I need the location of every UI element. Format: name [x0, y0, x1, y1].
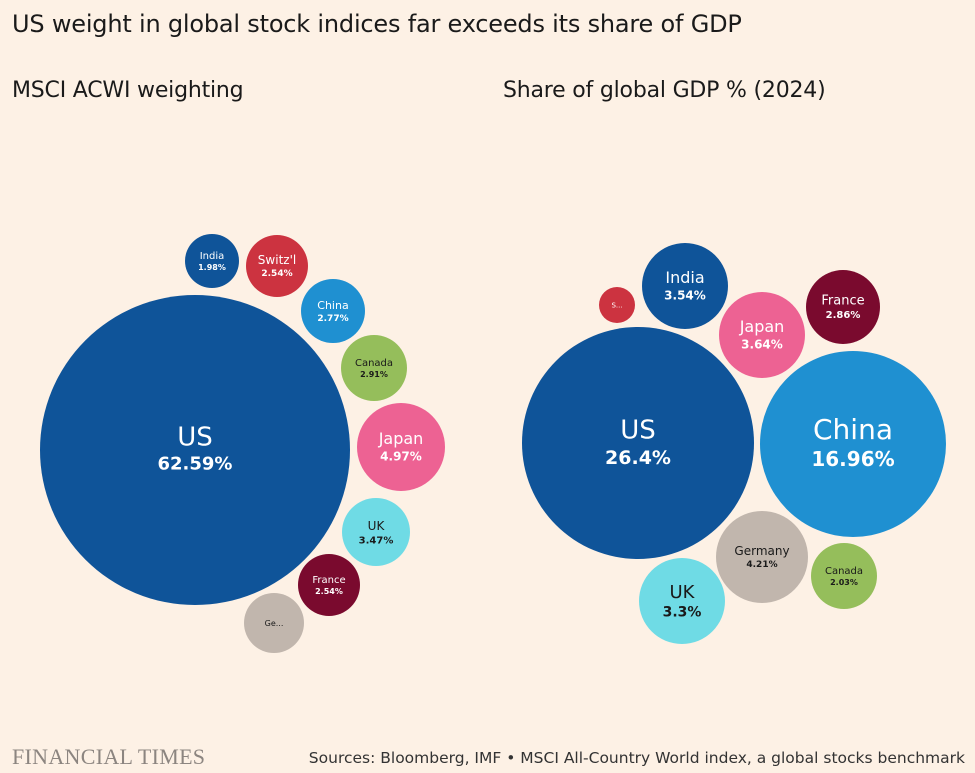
gdp-germany-bubble: [716, 511, 808, 603]
acwi-canada-label: Canada: [355, 358, 393, 369]
acwi-china-bubble: [301, 279, 365, 343]
gdp-uk-label: UK: [670, 582, 696, 603]
gdp-canada-value-label: 2.03%: [830, 578, 858, 587]
gdp-s-bubble: [599, 287, 635, 323]
gdp-japan-bubble: [719, 292, 805, 378]
acwi-ge-label: Ge...: [265, 619, 284, 628]
gdp-canada-label: Canada: [825, 566, 863, 577]
gdp-uk-value-label: 3.3%: [663, 605, 702, 621]
chart-title: US weight in global stock indices far ex…: [12, 10, 742, 38]
gdp-china-bubble: [760, 351, 946, 537]
gdp-uk-bubble: [639, 558, 725, 644]
acwi-japan-bubble: [357, 403, 445, 491]
gdp-india-label: India: [665, 268, 704, 287]
acwi-uk-bubble: [342, 498, 410, 566]
acwi-india-value-label: 1.98%: [198, 263, 226, 272]
acwi-switzl-value-label: 2.54%: [261, 269, 292, 279]
gdp-japan-value-label: 3.64%: [741, 337, 783, 351]
acwi-china-label: China: [317, 299, 348, 312]
acwi-canada-value-label: 2.91%: [360, 370, 388, 379]
gdp-us-value-label: 26.4%: [605, 447, 671, 469]
gdp-india-bubble: [642, 243, 728, 329]
acwi-france-bubble: [298, 554, 360, 616]
ft-logo: FINANCIAL TIMES: [12, 744, 206, 769]
acwi-japan-label: Japan: [378, 429, 424, 448]
acwi-us-value-label: 62.59%: [158, 454, 233, 475]
right-chart-subtitle: Share of global GDP % (2024): [503, 78, 826, 103]
gdp-china-value-label: 16.96%: [811, 447, 894, 471]
acwi-us-bubble: [40, 295, 350, 605]
gdp-us-label: US: [620, 415, 656, 445]
acwi-france-value-label: 2.54%: [315, 587, 343, 596]
gdp-canada-bubble: [811, 543, 877, 609]
gdp-germany-label: Germany: [734, 544, 789, 558]
gdp-china-label: China: [813, 413, 893, 446]
acwi-us-label: US: [177, 422, 213, 452]
acwi-uk-value-label: 3.47%: [359, 535, 394, 546]
gdp-japan-label: Japan: [739, 317, 785, 336]
left-chart-subtitle: MSCI ACWI weighting: [12, 78, 244, 103]
gdp-india-value-label: 3.54%: [664, 288, 706, 302]
gdp-us-bubble: [522, 327, 754, 559]
acwi-uk-label: UK: [368, 519, 386, 533]
gdp-france-value-label: 2.86%: [826, 310, 861, 321]
gdp-france-label: France: [821, 294, 864, 309]
acwi-france-label: France: [312, 575, 345, 586]
acwi-china-value-label: 2.77%: [317, 314, 348, 324]
acwi-canada-bubble: [341, 335, 407, 401]
gdp-germany-value-label: 4.21%: [746, 560, 777, 570]
acwi-india-label: India: [200, 251, 225, 262]
acwi-switzl-bubble: [246, 235, 308, 297]
acwi-india-bubble: [185, 234, 239, 288]
gdp-s-label: S...: [611, 301, 622, 309]
acwi-switzl-label: Switz'l: [258, 253, 296, 267]
source-note: Sources: Bloomberg, IMF • MSCI All-Count…: [308, 749, 965, 767]
gdp-france-bubble: [806, 270, 880, 344]
acwi-ge-bubble: [244, 593, 304, 653]
acwi-japan-value-label: 4.97%: [380, 449, 422, 463]
